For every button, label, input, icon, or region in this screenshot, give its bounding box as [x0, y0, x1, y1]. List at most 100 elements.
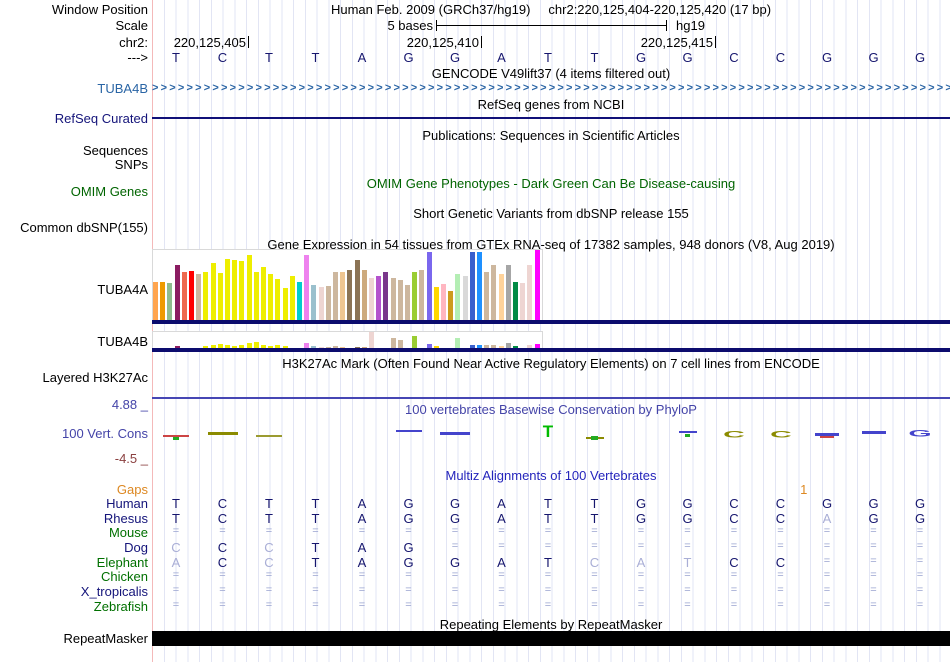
- multiz-base: G: [403, 511, 414, 526]
- multiz-species-label-dog[interactable]: Dog: [124, 540, 148, 555]
- gtex-expression-bar: [498, 346, 504, 348]
- multiz-base: T: [590, 511, 599, 526]
- track-title-repeatmasker[interactable]: Repeating Elements by RepeatMasker: [439, 617, 663, 632]
- multiz-base: =: [823, 584, 831, 596]
- refseq-gene-line[interactable]: [152, 117, 950, 119]
- multiz-species-label-mouse[interactable]: Mouse: [108, 525, 148, 540]
- gencode-item-label[interactable]: TUBA4B: [97, 81, 148, 96]
- gtex-expression-bar: [491, 345, 497, 348]
- sequence-base: C: [217, 50, 228, 65]
- gtex-expression-bar: [354, 260, 360, 320]
- multiz-base: =: [637, 584, 645, 596]
- multiz-base: =: [684, 540, 691, 552]
- omim-genes-label[interactable]: OMIM Genes: [70, 184, 148, 199]
- sequence-base: T: [265, 50, 273, 65]
- gtex-expression-bar: [167, 283, 173, 320]
- gtex-expression-bar: [491, 265, 497, 320]
- multiz-base: =: [312, 599, 319, 611]
- multiz-base: G: [403, 540, 414, 555]
- multiz-base: =: [451, 540, 459, 552]
- sequence-base: G: [914, 50, 926, 65]
- cons-letter-mark: C: [723, 429, 745, 440]
- multiz-base: C: [729, 511, 739, 526]
- multiz-base: =: [916, 540, 924, 552]
- multiz-base: =: [358, 599, 366, 611]
- cons-track-label[interactable]: 100 Vert. Cons: [62, 426, 148, 441]
- gencode-transcript-arrows[interactable]: >>>>>>>>>>>>>>>>>>>>>>>>>>>>>>>>>>>>>>>>…: [152, 82, 950, 94]
- gtex-expression-bar: [498, 274, 504, 320]
- coordinate-tick: [481, 36, 482, 48]
- multiz-base: A: [636, 555, 646, 570]
- track-title-refseq[interactable]: RefSeq genes from NCBI: [477, 97, 625, 112]
- multiz-species-label-elephant[interactable]: Elephant: [96, 555, 148, 570]
- gtex-gene-model-line-tuba4a[interactable]: [152, 320, 950, 324]
- multiz-base: =: [870, 584, 877, 596]
- multiz-base: =: [684, 599, 691, 611]
- multiz-species-label-rhesus[interactable]: Rhesus: [103, 511, 148, 526]
- multiz-base: G: [914, 511, 926, 526]
- track-title-gencode[interactable]: GENCODE V49lift37 (4 items filtered out): [431, 66, 671, 81]
- multiz-base: G: [403, 555, 414, 570]
- gtex-expression-bar: [261, 345, 266, 348]
- dbsnp-label[interactable]: Common dbSNP(155): [20, 220, 148, 235]
- multiz-gaps-label[interactable]: Gaps: [116, 482, 148, 497]
- h3k27ac-baseline: [152, 397, 950, 399]
- assembly-name: Human Feb. 2009 (GRCh37/hg19): [330, 2, 531, 17]
- assembly-position-header: Human Feb. 2009 (GRCh37/hg19) chr2:220,12…: [152, 2, 950, 17]
- snps-label[interactable]: SNPs: [114, 157, 148, 172]
- multiz-base: =: [823, 569, 831, 581]
- cons-mark: [820, 436, 834, 438]
- track-title-multiz[interactable]: Multiz Alignments of 100 Vertebrates: [445, 468, 657, 483]
- multiz-base: G: [635, 496, 647, 511]
- gtex-expression-bar: [469, 252, 475, 320]
- track-title-gtex[interactable]: Gene Expression in 54 tissues from GTEx …: [267, 237, 835, 252]
- multiz-base: G: [403, 496, 414, 511]
- multiz-base: =: [591, 525, 598, 537]
- track-title-dbsnp[interactable]: Short Genetic Variants from dbSNP releas…: [413, 206, 689, 221]
- gtex-expression-bar: [534, 250, 540, 320]
- multiz-species-label-x_tropicalis[interactable]: X_tropicalis: [80, 584, 148, 599]
- track-title-omim[interactable]: OMIM Gene Phenotypes - Dark Green Can Be…: [366, 176, 736, 191]
- gtex-expression-bar: [282, 346, 288, 348]
- gtex-expression-bar: [239, 261, 245, 320]
- multiz-base: A: [497, 511, 506, 526]
- multiz-base: C: [217, 496, 228, 511]
- gtex-gene-label-tuba4b[interactable]: TUBA4B: [97, 334, 148, 349]
- h3k27ac-label[interactable]: Layered H3K27Ac: [42, 370, 148, 385]
- gtex-gene-label-tuba4a[interactable]: TUBA4A: [97, 282, 148, 297]
- multiz-base: A: [497, 496, 506, 511]
- multiz-base: =: [777, 569, 784, 581]
- gtex-expression-bar: [347, 270, 353, 320]
- gtex-gene-model-line-tuba4b[interactable]: [152, 348, 950, 352]
- multiz-base: =: [591, 540, 598, 552]
- multiz-species-label-zebrafish[interactable]: Zebrafish: [93, 599, 148, 614]
- sequence-base: G: [403, 50, 414, 65]
- multiz-base: C: [264, 555, 274, 570]
- multiz-base: =: [498, 599, 505, 611]
- gtex-expression-bar: [174, 346, 180, 348]
- repeatmasker-element[interactable]: [152, 631, 950, 646]
- track-title-h3k27ac[interactable]: H3K27Ac Mark (Often Found Near Active Re…: [282, 356, 820, 371]
- multiz-species-label-human[interactable]: Human: [106, 496, 148, 511]
- gtex-expression-bar: [239, 345, 245, 348]
- scale-value: 5 bases: [387, 18, 433, 33]
- multiz-base: =: [358, 584, 366, 596]
- gtex-expression-bar: [203, 272, 209, 320]
- gtex-expression-bar: [484, 345, 490, 348]
- repeatmasker-label[interactable]: RepeatMasker: [63, 631, 148, 646]
- gtex-expression-bar: [469, 345, 475, 348]
- gtex-expression-bar: [282, 288, 288, 320]
- track-title-publications[interactable]: Publications: Sequences in Scientific Ar…: [422, 128, 680, 143]
- multiz-base: =: [823, 599, 831, 611]
- window-coordinates: chr2:220,125,404-220,125,420 (17 bp): [548, 2, 772, 17]
- gtex-expression-bar: [153, 282, 158, 320]
- multiz-base: C: [217, 540, 228, 555]
- sequences-label[interactable]: Sequences: [82, 143, 148, 158]
- multiz-base: T: [544, 511, 552, 526]
- multiz-base: =: [870, 555, 877, 567]
- refseq-curated-label[interactable]: RefSeq Curated: [54, 111, 148, 126]
- multiz-species-label-chicken[interactable]: Chicken: [101, 569, 148, 584]
- multiz-base: C: [217, 555, 228, 570]
- track-title-conservation[interactable]: 100 vertebrates Basewise Conservation by…: [405, 402, 697, 417]
- window-position-label: Window Position: [51, 2, 148, 17]
